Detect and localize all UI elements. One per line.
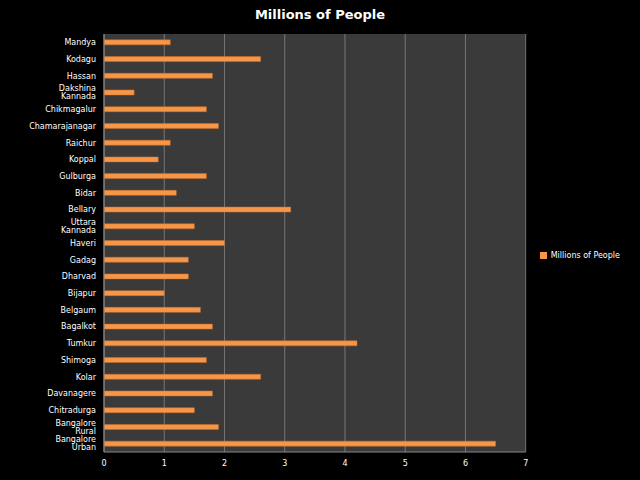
svg-text:Gulburga: Gulburga — [59, 172, 96, 181]
html-text:Millions of People: Millions of People — [254, 7, 386, 22]
html-text:Millions of People: Millions of People — [550, 250, 620, 260]
svg-text:2: 2 — [222, 459, 227, 468]
svg-text:5: 5 — [403, 459, 408, 468]
svg-text:Chamarajanagar: Chamarajanagar — [29, 122, 97, 131]
svg-text:7: 7 — [523, 459, 528, 468]
svg-text:Hassan: Hassan — [67, 72, 96, 81]
svg-text:Chikmagalur: Chikmagalur — [45, 105, 96, 114]
svg-text:Chitradurga: Chitradurga — [49, 406, 97, 415]
svg-text:Bagalkot: Bagalkot — [61, 322, 96, 331]
svg-text:Bijapur: Bijapur — [68, 289, 97, 298]
svg-text:Tumkur: Tumkur — [66, 339, 97, 348]
svg-text:Belgaum: Belgaum — [61, 306, 97, 315]
svg-text:Dharvad: Dharvad — [62, 272, 96, 281]
svg-text:BangaloreUrban: BangaloreUrban — [55, 435, 96, 452]
svg-text:Gadag: Gadag — [70, 256, 96, 265]
svg-text:Haveri: Haveri — [70, 239, 96, 248]
svg-text:Bellary: Bellary — [68, 205, 96, 214]
svg-text:Davanagere: Davanagere — [47, 389, 96, 398]
svg-text:Shimoga: Shimoga — [61, 356, 96, 365]
svg-text:Kodagu: Kodagu — [66, 55, 96, 64]
svg-text:BangaloreRural: BangaloreRural — [55, 419, 96, 436]
svg-text:0: 0 — [101, 459, 106, 468]
svg-text:4: 4 — [342, 459, 347, 468]
svg-text:Kolar: Kolar — [76, 373, 97, 382]
svg-text:Koppal: Koppal — [69, 155, 96, 164]
svg-text:Bidar: Bidar — [75, 189, 97, 198]
svg-text:DakshinaKannada: DakshinaKannada — [59, 84, 96, 101]
svg-text:1: 1 — [162, 459, 167, 468]
svg-text:UttaraKannada: UttaraKannada — [61, 218, 96, 235]
svg-text:6: 6 — [463, 459, 468, 468]
svg-text:3: 3 — [282, 459, 287, 468]
svg-text:Mandya: Mandya — [64, 38, 96, 47]
svg-text:Raichur: Raichur — [66, 139, 97, 148]
